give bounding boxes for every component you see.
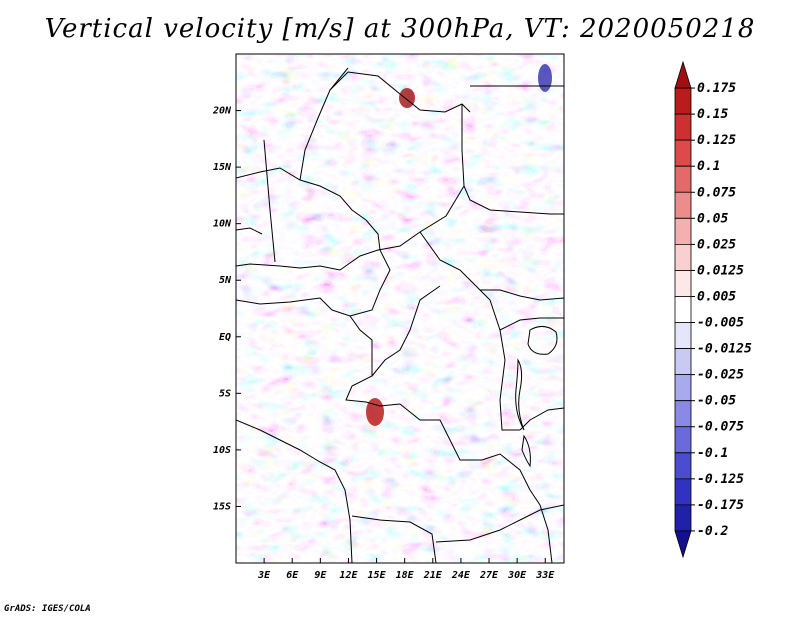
colorbar-segment (674, 530, 692, 559)
colorbar-segment (674, 165, 692, 193)
colorbar-label: 0.125 (697, 133, 736, 148)
lat-tick-label: 15S (213, 501, 231, 512)
colorbar-segment (674, 322, 692, 349)
colorbar-segment (674, 504, 692, 532)
map-frame (235, 53, 565, 564)
colorbar-label: 0.1 (697, 159, 720, 174)
vertical-velocity-field (236, 54, 564, 563)
lon-tick-label: 9E (314, 570, 327, 581)
strong-updraft-north (399, 88, 415, 108)
colorbar-segment (674, 270, 692, 297)
colorbar-label: -0.05 (697, 394, 736, 409)
lat-tick-label: EQ (219, 332, 231, 343)
colorbar-label: 0.025 (697, 237, 736, 252)
colorbar-label: -0.005 (697, 316, 744, 331)
longitude-axis: 3E 6E 9E 12E 15E 18E 21E 24E 27E 30E 33E (257, 558, 555, 581)
colorbar-label: 0.005 (697, 289, 736, 304)
colorbar-segment (674, 113, 692, 141)
lon-tick-label: 21E (423, 570, 443, 581)
chart-title: Vertical velocity [m/s] at 300hPa, VT: 2… (44, 14, 756, 44)
colorbar-label: 0.05 (697, 211, 728, 226)
lon-tick-label: 15E (368, 570, 387, 581)
colorbar-segment (674, 296, 692, 323)
lon-tick-label: 27E (479, 570, 499, 581)
colorbar-segment (674, 374, 692, 402)
lat-tick-label: 10S (213, 445, 231, 456)
lat-tick-label: 10N (213, 219, 232, 230)
colorbar-label: 0.15 (697, 107, 728, 122)
colorbar-segment (674, 217, 692, 245)
lat-tick-label: 5N (219, 275, 232, 286)
lat-tick-label: 20N (212, 106, 232, 117)
colorbar: 0.175 0.15 0.125 0.1 0.075 0.05 0.025 0.0125 0.0… (674, 60, 752, 559)
colorbar-label: 0.175 (697, 81, 736, 96)
lon-tick-label: 3E (257, 570, 271, 581)
colorbar-segment (674, 191, 692, 219)
colorbar-label: -0.075 (697, 420, 744, 435)
colorbar-label: -0.175 (697, 498, 744, 513)
lon-tick-label: 6E (286, 570, 299, 581)
colorbar-label: -0.025 (697, 368, 744, 383)
colorbar-label: -0.1 (697, 446, 728, 461)
colorbar-label: -0.2 (697, 524, 728, 539)
lon-tick-label: 30E (507, 570, 527, 581)
latitude-axis: 20N 15N 10N 5N EQ 5S 10S 15S (212, 106, 241, 512)
strong-downdraft-northeast (538, 64, 552, 92)
lon-tick-label: 12E (339, 570, 358, 581)
colorbar-segment (674, 348, 692, 376)
colorbar-segment (674, 400, 692, 428)
lon-tick-label: 33E (535, 570, 555, 581)
colorbar-segment (674, 478, 692, 506)
lat-tick-label: 15N (213, 162, 232, 173)
lon-tick-label: 18E (396, 570, 415, 581)
colorbar-label: -0.0125 (697, 342, 752, 357)
grads-credit: GrADS: IGES/COLA (4, 604, 91, 614)
colorbar-segment (674, 87, 692, 115)
lon-tick-label: 24E (451, 570, 471, 581)
colorbar-label: 0.0125 (697, 263, 744, 278)
colorbar-segment (674, 452, 692, 480)
colorbar-label: -0.125 (697, 472, 744, 487)
lat-tick-label: 5S (219, 388, 231, 399)
colorbar-segment (674, 243, 692, 271)
colorbar-segment (674, 139, 692, 167)
strong-updraft-congo (366, 398, 384, 426)
colorbar-segment (674, 426, 692, 454)
country-boundaries (236, 67, 564, 563)
colorbar-segment (674, 60, 692, 89)
colorbar-label: 0.075 (697, 185, 736, 200)
